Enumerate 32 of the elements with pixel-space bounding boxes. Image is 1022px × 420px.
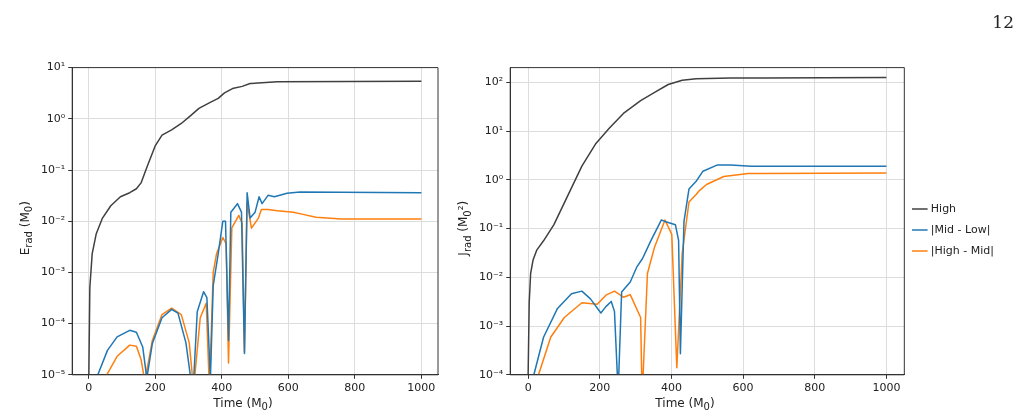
x-tick-label: 400	[211, 381, 233, 395]
y-tick-label: 10⁰	[484, 172, 504, 186]
y-tick-label: 10⁻¹	[478, 221, 504, 235]
y-tick-label: 10⁻¹	[40, 162, 66, 176]
y-tick-label: 10⁻²	[40, 214, 66, 228]
x-tick-label: 1000	[872, 381, 901, 395]
legend-label: High	[930, 201, 957, 215]
y-tick-label: 10²	[484, 75, 504, 89]
x-tick-label: 800	[804, 381, 826, 395]
y-tick-label: 10⁻³	[40, 265, 66, 279]
y-tick-label: 10¹	[484, 123, 504, 137]
x-tick-label: 800	[344, 381, 366, 395]
x-axis-title: Time (M$_{0}$)	[654, 396, 716, 413]
x-tick-label: 600	[732, 381, 754, 395]
x-tick-label: 200	[589, 381, 611, 395]
x-tick-label: 400	[660, 381, 682, 395]
text: 12	[992, 12, 1014, 32]
y-tick-label: 10¹	[46, 60, 66, 74]
x-tick-label: 1000	[407, 381, 436, 395]
x-tick-label: 200	[144, 381, 166, 395]
x-tick-label: 600	[277, 381, 299, 395]
x-tick-label: 0	[85, 381, 93, 395]
legend-label: |High - Mid|	[930, 243, 994, 257]
y-tick-label: 10⁻³	[478, 318, 504, 332]
y-tick-label: 10⁻⁴	[478, 367, 504, 381]
x-axis-title: Time (M$_{0}$)	[212, 396, 274, 413]
y-tick-label: 10⁻⁵	[40, 367, 66, 381]
legend-label: |Mid - Low|	[930, 222, 991, 236]
y-tick-label: 10⁻²	[478, 270, 504, 284]
y-tick-label: 10⁻⁴	[40, 316, 66, 330]
x-tick-label: 0	[524, 381, 532, 395]
y-tick-label: 10⁰	[46, 111, 66, 125]
